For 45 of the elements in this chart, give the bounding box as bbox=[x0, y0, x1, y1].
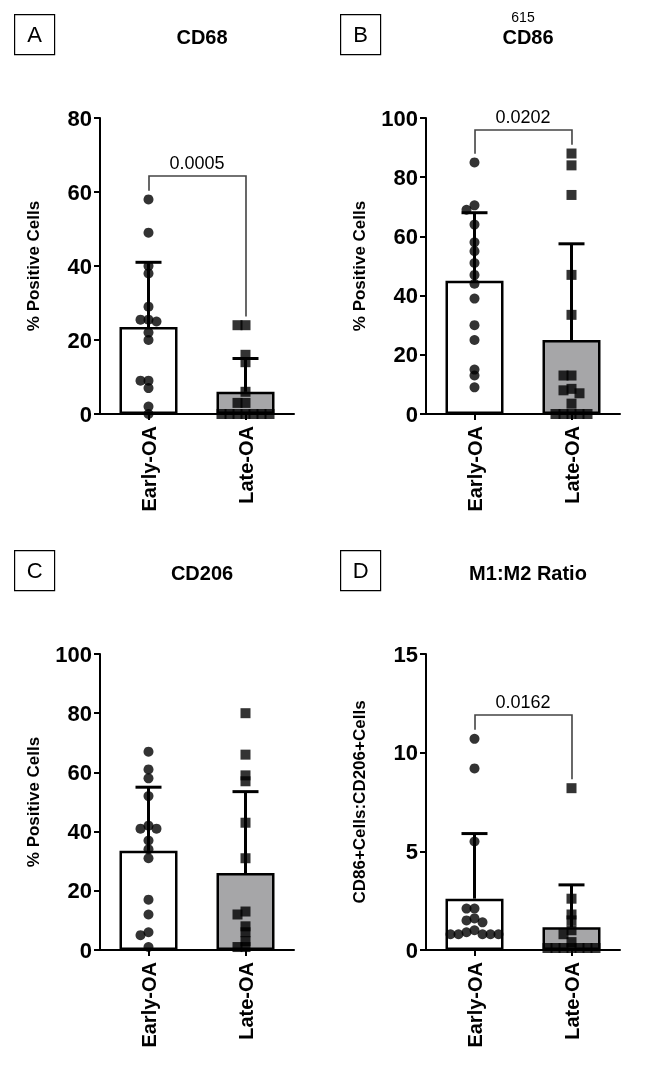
text: 615 bbox=[511, 9, 535, 25]
y-tick-label: 10 bbox=[393, 740, 418, 766]
text: C bbox=[26, 558, 43, 584]
y-tick-label: 80 bbox=[67, 700, 92, 726]
x-tick-label: Early-OA bbox=[463, 426, 486, 512]
y-tick-label: 0 bbox=[405, 937, 418, 963]
y-axis-title: % Positive Cells bbox=[350, 200, 369, 332]
chart-title: CD86 bbox=[502, 26, 554, 48]
y-tick-label: 60 bbox=[393, 223, 418, 249]
chart-title: CD206 bbox=[170, 562, 234, 584]
chart-title: CD68 bbox=[176, 26, 228, 48]
y-tick-label: 0 bbox=[79, 401, 92, 427]
y-tick-label: 60 bbox=[67, 759, 92, 785]
y-tick-label: 100 bbox=[55, 641, 92, 667]
y-tick-label: 0 bbox=[79, 937, 92, 963]
y-tick-label: 40 bbox=[393, 283, 418, 309]
x-tick-label: Late-OA bbox=[234, 962, 257, 1040]
text: A bbox=[27, 22, 43, 48]
y-tick-label: 40 bbox=[67, 819, 92, 845]
text: D bbox=[352, 558, 369, 584]
y-tick-label: 0 bbox=[405, 401, 418, 427]
y-tick-label: 5 bbox=[405, 838, 418, 864]
y-tick-label: 15 bbox=[393, 641, 418, 667]
x-tick-label: Early-OA bbox=[463, 962, 486, 1048]
y-tick-label: 80 bbox=[393, 164, 418, 190]
y-axis-title: CD86+Cells:CD206+Cells bbox=[350, 700, 369, 904]
x-tick-label: Late-OA bbox=[560, 962, 583, 1040]
y-tick-label: 100 bbox=[381, 105, 418, 131]
y-tick-label: 20 bbox=[393, 342, 418, 368]
y-tick-label: 40 bbox=[67, 253, 92, 279]
x-tick-label: Late-OA bbox=[560, 426, 583, 504]
x-tick-label: Early-OA bbox=[137, 426, 160, 512]
annotation: 0.0202 bbox=[495, 106, 551, 127]
x-tick-label: Early-OA bbox=[137, 962, 160, 1048]
text: B bbox=[353, 22, 368, 48]
y-tick-label: 20 bbox=[67, 878, 92, 904]
y-axis-title: % Positive Cells bbox=[24, 736, 43, 868]
y-tick-label: 60 bbox=[67, 179, 92, 205]
y-axis-title: % Positive Cells bbox=[24, 200, 43, 332]
annotation: 0.0005 bbox=[169, 152, 225, 173]
chart-title: M1:M2 Ratio bbox=[469, 562, 587, 584]
y-tick-label: 80 bbox=[67, 105, 92, 131]
x-tick-label: Late-OA bbox=[234, 426, 257, 504]
y-tick-label: 20 bbox=[67, 327, 92, 353]
annotation: 0.0162 bbox=[495, 692, 551, 713]
